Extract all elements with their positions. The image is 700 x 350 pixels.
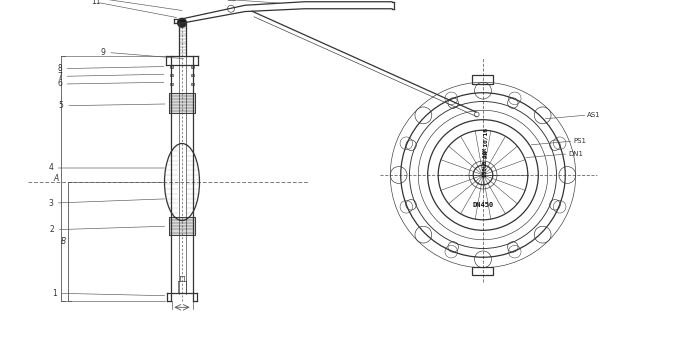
Text: 10: 10	[83, 0, 93, 1]
Text: AS1: AS1	[587, 112, 601, 118]
Text: PN 10/16: PN 10/16	[483, 128, 489, 159]
Text: A: A	[53, 174, 58, 183]
Text: PS1: PS1	[573, 138, 587, 144]
Text: 7: 7	[57, 72, 62, 81]
Text: DN450: DN450	[473, 202, 494, 208]
Text: 11: 11	[92, 0, 101, 6]
Bar	[171, 74, 174, 76]
Text: 3: 3	[48, 198, 53, 208]
Text: DN1: DN1	[568, 151, 583, 157]
Bar	[190, 74, 193, 76]
Polygon shape	[169, 93, 195, 113]
Bar	[473, 267, 494, 275]
Circle shape	[178, 18, 186, 27]
Polygon shape	[169, 217, 195, 235]
Text: 150LB 10K: 150LB 10K	[483, 148, 489, 177]
Text: 8: 8	[57, 64, 62, 73]
Bar	[171, 83, 174, 85]
Bar	[473, 75, 494, 84]
Text: 2: 2	[50, 225, 54, 234]
Text: 9: 9	[101, 48, 106, 57]
Text: B: B	[61, 237, 66, 246]
Bar	[171, 65, 174, 68]
Bar	[190, 83, 193, 85]
Bar	[190, 65, 193, 68]
Text: 6: 6	[57, 79, 62, 89]
Text: 1: 1	[52, 289, 57, 298]
Text: 5: 5	[59, 101, 64, 110]
Text: 4: 4	[48, 163, 53, 173]
